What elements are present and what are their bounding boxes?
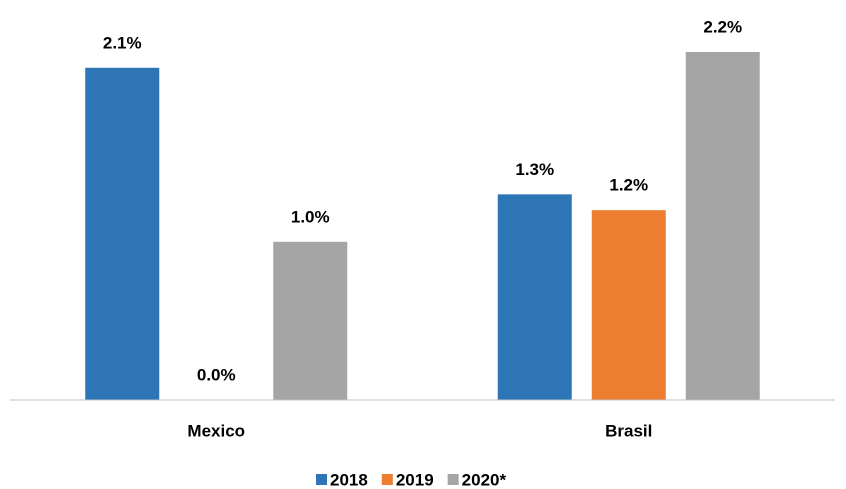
x-tick-label: Mexico [187,421,245,440]
bar [685,51,760,401]
legend-label: 2019 [396,470,434,489]
legend-swatch [316,474,327,485]
x-tick-label: Brasil [605,421,652,440]
data-label: 1.2% [609,176,648,195]
legend-swatch [381,474,393,485]
legend-label: 2018 [330,470,368,489]
bar [273,241,348,400]
data-label: 2.1% [103,33,142,52]
bar [497,194,572,400]
data-label: 0.0% [197,365,236,384]
legend-label: 2020* [462,470,507,489]
data-label: 2.2% [703,17,742,36]
legend-swatch [447,474,459,485]
data-label: 1.3% [515,160,554,179]
data-label: 1.0% [291,207,330,226]
bar [85,67,160,400]
bar [591,210,666,400]
